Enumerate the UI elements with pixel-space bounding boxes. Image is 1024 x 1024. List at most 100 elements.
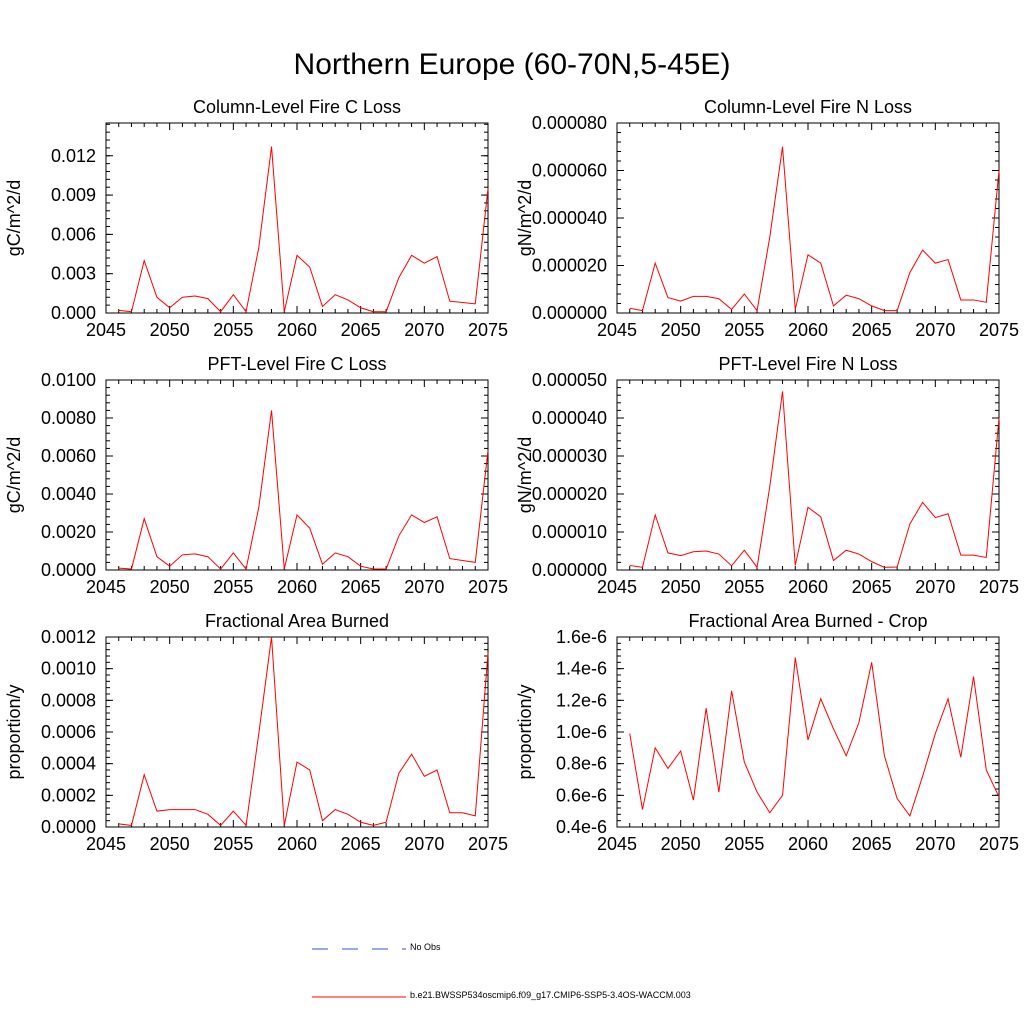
y-tick-label: 1.0e-6 bbox=[556, 722, 607, 742]
chart-panel: Fractional Area Burned proportion/y 2045 20… bbox=[4, 611, 508, 854]
x-tick-label: 2060 bbox=[788, 834, 828, 854]
x-tick-label: 2075 bbox=[979, 834, 1019, 854]
y-tick-label: 0.000 bbox=[51, 303, 96, 323]
x-tick-label: 2075 bbox=[468, 834, 508, 854]
x-tick-label: 2050 bbox=[661, 834, 701, 854]
y-tick-label: 0.000060 bbox=[532, 161, 607, 181]
x-tick-label: 2055 bbox=[213, 320, 253, 340]
x-tick-label: 2075 bbox=[468, 577, 508, 597]
chart-title: PFT-Level Fire N Loss bbox=[718, 354, 897, 374]
y-tick-label: 0.000020 bbox=[532, 484, 607, 504]
x-tick-label: 2050 bbox=[150, 834, 190, 854]
y-tick-label: 0.009 bbox=[51, 185, 96, 205]
x-tick-label: 2055 bbox=[724, 577, 764, 597]
legend-obs-label: No Obs bbox=[410, 942, 441, 952]
y-tick-label: 0.0080 bbox=[41, 408, 96, 428]
plot-frame bbox=[616, 122, 1000, 314]
y-tick-label: 0.8e-6 bbox=[556, 754, 607, 774]
y-tick-label: 0.000000 bbox=[532, 560, 607, 580]
legend-obs-line bbox=[312, 948, 406, 950]
y-tick-label: 0.4e-6 bbox=[556, 817, 607, 837]
y-axis-label: proportion/y bbox=[515, 684, 535, 779]
y-tick-label: 0.0000 bbox=[41, 817, 96, 837]
legend-model-label: b.e21.BWSSP534oscmip6.f09_g17.CMIP6-SSP5… bbox=[410, 990, 691, 1000]
x-tick-label: 2065 bbox=[852, 320, 892, 340]
y-tick-label: 0.000020 bbox=[532, 256, 607, 276]
y-tick-label: 0.003 bbox=[51, 264, 96, 284]
x-tick-label: 2055 bbox=[724, 320, 764, 340]
x-tick-label: 2075 bbox=[979, 320, 1019, 340]
y-tick-label: 0.0008 bbox=[41, 690, 96, 710]
y-tick-label: 0.0010 bbox=[41, 659, 96, 679]
x-tick-label: 2060 bbox=[788, 577, 828, 597]
plot-frame bbox=[616, 379, 1000, 571]
x-tick-label: 2045 bbox=[597, 320, 637, 340]
x-tick-label: 2055 bbox=[213, 834, 253, 854]
x-tick-label: 2055 bbox=[213, 577, 253, 597]
y-tick-label: 0.0002 bbox=[41, 785, 96, 805]
legend-model-line bbox=[312, 996, 406, 998]
x-tick-label: 2055 bbox=[724, 834, 764, 854]
plot-frame bbox=[105, 379, 489, 571]
chart-panel: Column-Level Fire N Loss gN/m^2/d 2045 2050… bbox=[515, 97, 1019, 340]
y-tick-label: 0.000000 bbox=[532, 303, 607, 323]
figure-title: Northern Europe (60-70N,5-45E) bbox=[293, 48, 731, 81]
chart-panel: Fractional Area Burned - Crop proportion/… bbox=[515, 611, 1019, 854]
x-tick-label: 2065 bbox=[852, 834, 892, 854]
y-tick-label: 0.000040 bbox=[532, 208, 607, 228]
x-tick-label: 2045 bbox=[597, 834, 637, 854]
y-tick-label: 0.0000 bbox=[41, 560, 96, 580]
chart-title: PFT-Level Fire C Loss bbox=[207, 354, 386, 374]
y-tick-label: 0.000010 bbox=[532, 522, 607, 542]
y-axis-label: proportion/y bbox=[4, 684, 24, 779]
x-tick-label: 2070 bbox=[404, 577, 444, 597]
plot-frame bbox=[105, 122, 489, 314]
chart-title: Column-Level Fire C Loss bbox=[193, 97, 401, 117]
x-tick-label: 2045 bbox=[597, 577, 637, 597]
x-tick-label: 2075 bbox=[468, 320, 508, 340]
x-tick-label: 2060 bbox=[788, 320, 828, 340]
y-tick-label: 1.6e-6 bbox=[556, 627, 607, 647]
chart-panel: Column-Level Fire C Loss gC/m^2/d 2045 2050… bbox=[4, 97, 508, 340]
x-tick-label: 2060 bbox=[277, 320, 317, 340]
x-tick-label: 2070 bbox=[915, 577, 955, 597]
x-tick-label: 2065 bbox=[341, 577, 381, 597]
y-tick-label: 0.000050 bbox=[532, 370, 607, 390]
x-tick-label: 2070 bbox=[915, 834, 955, 854]
x-tick-label: 2060 bbox=[277, 834, 317, 854]
y-tick-label: 0.0100 bbox=[41, 370, 96, 390]
y-tick-label: 0.000080 bbox=[532, 113, 607, 133]
x-tick-label: 2065 bbox=[341, 320, 381, 340]
y-tick-label: 0.0012 bbox=[41, 627, 96, 647]
x-tick-label: 2070 bbox=[404, 320, 444, 340]
chart-title: Fractional Area Burned bbox=[205, 611, 389, 631]
series-line bbox=[118, 146, 489, 313]
y-axis-label: gC/m^2/d bbox=[4, 180, 24, 256]
y-tick-label: 0.012 bbox=[51, 146, 96, 166]
y-axis-label: gN/m^2/d bbox=[515, 437, 535, 513]
x-tick-label: 2045 bbox=[86, 577, 126, 597]
y-tick-label: 0.0020 bbox=[41, 522, 96, 542]
x-tick-label: 2070 bbox=[404, 834, 444, 854]
series-line bbox=[629, 657, 1000, 818]
chart-panel: PFT-Level Fire N Loss gN/m^2/d 2045 2050 205… bbox=[515, 354, 1019, 597]
y-axis-label: gC/m^2/d bbox=[4, 437, 24, 513]
series-line bbox=[629, 391, 1000, 569]
x-tick-label: 2045 bbox=[86, 320, 126, 340]
y-tick-label: 0.6e-6 bbox=[556, 785, 607, 805]
x-tick-label: 2050 bbox=[661, 320, 701, 340]
y-tick-label: 0.0006 bbox=[41, 722, 96, 742]
chart-panel: PFT-Level Fire C Loss gC/m^2/d 2045 2050 205… bbox=[4, 354, 508, 597]
series-line bbox=[118, 636, 489, 827]
y-tick-label: 1.4e-6 bbox=[556, 659, 607, 679]
series-line bbox=[629, 146, 1000, 312]
y-tick-label: 0.0060 bbox=[41, 446, 96, 466]
chart-title: Column-Level Fire N Loss bbox=[704, 97, 912, 117]
chart-title: Fractional Area Burned - Crop bbox=[688, 611, 927, 631]
y-tick-label: 0.0004 bbox=[41, 754, 96, 774]
x-tick-label: 2065 bbox=[852, 577, 892, 597]
y-tick-label: 0.000030 bbox=[532, 446, 607, 466]
y-tick-label: 0.0040 bbox=[41, 484, 96, 504]
y-tick-label: 0.006 bbox=[51, 224, 96, 244]
